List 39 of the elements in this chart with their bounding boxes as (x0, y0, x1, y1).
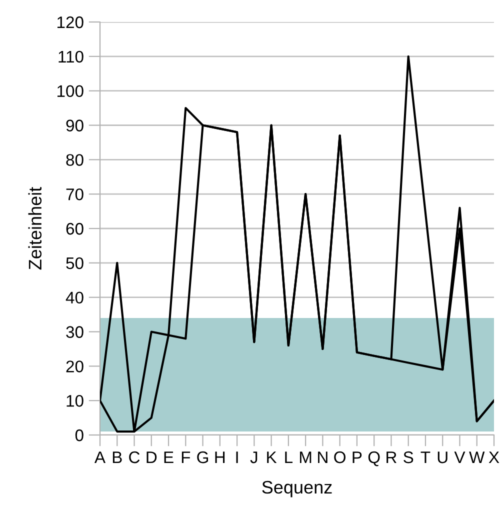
y-tick-label: 110 (58, 50, 84, 63)
x-tick-label: U (438, 452, 448, 464)
x-tick-label: N (318, 452, 328, 464)
x-tick-label: L (285, 452, 293, 464)
y-tick-label: 120 (57, 16, 84, 28)
x-tick-label: T (420, 452, 430, 464)
y-tick-label: 40 (66, 292, 84, 304)
y-tick-label: 70 (66, 188, 84, 200)
y-tick-label: 60 (66, 222, 84, 235)
y-tick-label: 80 (66, 154, 84, 166)
x-tick-label: A (94, 452, 106, 464)
y-tick-label: 20 (66, 360, 84, 372)
x-tick-label: C (129, 451, 140, 464)
x-tick-label: H (215, 452, 225, 464)
x-tick-label: Q (368, 451, 380, 466)
x-tick-label: X (488, 452, 500, 464)
x-tick-label: B (112, 452, 122, 464)
x-tick-label: P (352, 452, 362, 464)
y-tick-label: 10 (66, 394, 84, 407)
x-tick-label: G (197, 451, 208, 464)
x-tick-label: E (164, 452, 174, 464)
x-axis-title: Sequenz (262, 480, 332, 498)
x-tick-label: S (404, 451, 414, 464)
y-tick-label: 0 (75, 429, 84, 442)
x-tick-label: V (454, 452, 466, 464)
y-tick-label: 50 (66, 257, 84, 270)
x-tick-label: O (334, 451, 346, 464)
x-tick-label: W (469, 452, 485, 464)
x-tick-label: D (146, 452, 157, 464)
x-tick-label: M (300, 452, 312, 464)
y-tick-label: 30 (66, 326, 84, 338)
x-tick-label: J (250, 452, 258, 464)
x-tick-label: R (386, 452, 396, 464)
y-tick-label: 90 (66, 120, 84, 132)
y-tick-label: 100 (57, 85, 84, 98)
x-tick-label: K (267, 452, 277, 464)
x-tick-label: F (182, 452, 190, 464)
y-axis-title: Zeiteinheit (28, 186, 42, 270)
x-tick-label: I (236, 452, 238, 464)
